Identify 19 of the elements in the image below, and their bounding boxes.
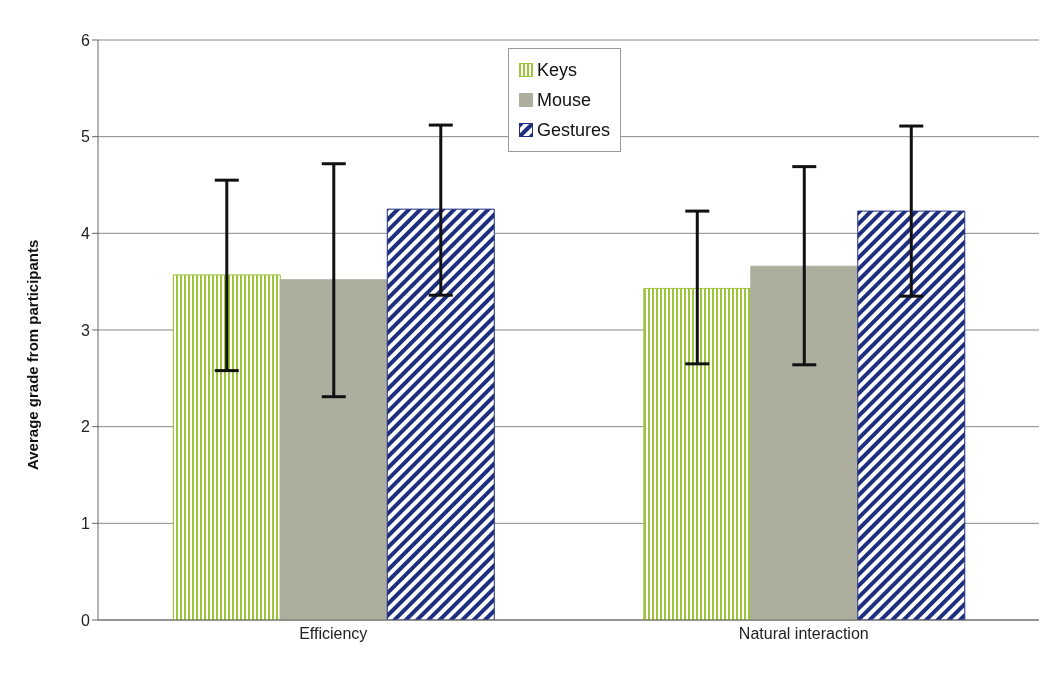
y-tick-label: 1 — [81, 515, 91, 533]
bar — [750, 265, 859, 620]
y-tick-label: 2 — [81, 418, 91, 436]
y-tick-label: 0 — [81, 611, 91, 629]
bar — [857, 210, 966, 620]
legend-label: Gestures — [537, 119, 611, 141]
x-tick-label: Efficiency — [299, 625, 368, 643]
y-tick-label: 5 — [81, 128, 91, 146]
y-tick-label: 6 — [81, 31, 91, 49]
legend-label: Mouse — [537, 89, 592, 111]
bar — [279, 279, 388, 620]
y-axis-title: Average grade from participants — [24, 239, 42, 470]
bar — [643, 287, 752, 620]
bar — [172, 274, 281, 620]
y-tick-label: 3 — [81, 321, 91, 339]
y-tick-label: 4 — [81, 225, 91, 243]
legend-label: Keys — [537, 59, 578, 81]
x-tick-label: Natural interaction — [738, 625, 869, 643]
bar — [386, 208, 495, 620]
